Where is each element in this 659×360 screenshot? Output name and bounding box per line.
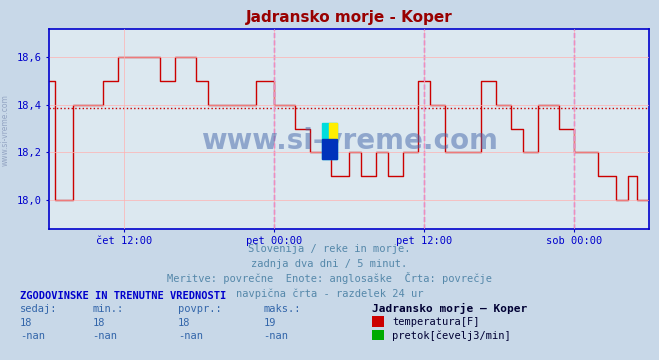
Text: zadnja dva dni / 5 minut.: zadnja dva dni / 5 minut. (251, 259, 408, 269)
Text: 18: 18 (20, 318, 32, 328)
Bar (322, 139, 337, 159)
Text: navpična črta - razdelek 24 ur: navpična črta - razdelek 24 ur (236, 289, 423, 300)
Text: 18: 18 (178, 318, 190, 328)
Text: maks.:: maks.: (264, 304, 301, 314)
Text: www.si-vreme.com: www.si-vreme.com (201, 127, 498, 155)
Text: sedaj:: sedaj: (20, 304, 57, 314)
Text: Slovenija / reke in morje.: Slovenija / reke in morje. (248, 244, 411, 254)
Text: min.:: min.: (92, 304, 123, 314)
Text: 18: 18 (92, 318, 105, 328)
Text: -nan: -nan (20, 332, 45, 342)
Text: -nan: -nan (178, 332, 203, 342)
Text: ZGODOVINSKE IN TRENUTNE VREDNOSTI: ZGODOVINSKE IN TRENUTNE VREDNOSTI (20, 291, 226, 301)
Text: -nan: -nan (92, 332, 117, 342)
Text: temperatura[F]: temperatura[F] (392, 317, 480, 327)
Text: Meritve: povrečne  Enote: anglosaške  Črta: povrečje: Meritve: povrečne Enote: anglosaške Črta… (167, 272, 492, 284)
Text: -nan: -nan (264, 332, 289, 342)
Text: povpr.:: povpr.: (178, 304, 221, 314)
Text: pretok[čevelj3/min]: pretok[čevelj3/min] (392, 330, 511, 341)
Bar (329, 123, 337, 143)
Text: 19: 19 (264, 318, 276, 328)
Title: Jadransko morje - Koper: Jadransko morje - Koper (246, 10, 453, 25)
Text: Jadransko morje – Koper: Jadransko morje – Koper (372, 303, 528, 314)
Text: www.si-vreme.com: www.si-vreme.com (1, 94, 10, 166)
Bar (322, 123, 337, 159)
